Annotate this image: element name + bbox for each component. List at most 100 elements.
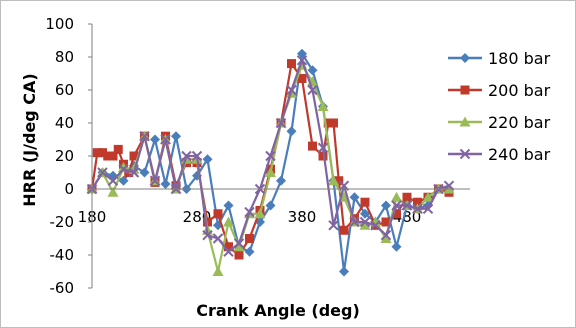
data-point <box>360 208 370 219</box>
data-point <box>296 55 308 66</box>
data-point <box>202 154 213 165</box>
y-tick-label: 20 <box>55 147 74 165</box>
data-point <box>422 203 434 215</box>
data-point <box>233 238 245 249</box>
data-point <box>317 101 329 111</box>
data-point <box>160 179 171 190</box>
y-axis-title: HRR (J/deg CA) <box>20 73 39 206</box>
legend-item: 240 bar <box>448 145 551 164</box>
data-point <box>139 167 150 178</box>
x-tick-label: 380 <box>288 208 317 226</box>
data-point <box>107 186 119 197</box>
data-point <box>124 168 134 177</box>
legend-item: 220 bar <box>448 113 551 132</box>
data-point <box>265 150 276 162</box>
data-point <box>139 130 150 142</box>
series-line <box>91 52 449 273</box>
data-point <box>359 219 371 230</box>
data-point <box>359 216 371 228</box>
data-point <box>224 242 233 252</box>
data-point <box>181 150 192 162</box>
data-point <box>334 176 344 186</box>
data-point <box>286 126 297 137</box>
data-point <box>381 200 391 211</box>
data-point <box>265 167 276 177</box>
data-point <box>223 216 234 227</box>
data-point <box>118 175 129 186</box>
data-point <box>160 134 171 145</box>
legend-label: 220 bar <box>488 113 551 132</box>
y-tick-label: 60 <box>55 81 74 99</box>
data-point <box>380 233 392 243</box>
data-point <box>128 167 140 178</box>
data-point <box>129 151 139 161</box>
data-point <box>212 233 224 244</box>
x-axis-title: Crank Angle (deg) <box>196 301 360 320</box>
data-point <box>254 208 266 219</box>
y-tick-label: 40 <box>55 114 74 132</box>
legend-item: 180 bar <box>448 49 551 68</box>
data-point <box>413 197 422 207</box>
data-point <box>328 175 339 186</box>
data-point <box>323 118 333 128</box>
data-point <box>233 241 245 252</box>
data-point <box>297 48 307 59</box>
data-point <box>381 217 391 227</box>
y-tick-labels: -60 -40 -20 0 20 40 60 80 100 <box>45 15 92 297</box>
data-point <box>223 200 234 211</box>
y-tick-label: -20 <box>50 213 75 231</box>
data-point <box>275 117 287 129</box>
data-point <box>307 84 318 96</box>
data-point <box>287 59 296 69</box>
data-point <box>202 229 213 241</box>
data-point <box>108 151 118 161</box>
legend-item: 200 bar <box>448 81 551 100</box>
data-point <box>370 220 381 231</box>
data-point <box>402 192 412 202</box>
data-point <box>318 151 328 161</box>
data-point <box>191 150 203 162</box>
data-point <box>459 116 471 127</box>
data-point <box>276 175 286 186</box>
data-point <box>244 206 255 218</box>
y-tick-label: -40 <box>50 246 75 264</box>
data-point <box>422 191 434 202</box>
data-point <box>297 73 307 83</box>
data-point <box>308 141 317 151</box>
legend-label: 180 bar <box>488 49 551 68</box>
data-point <box>245 234 254 243</box>
data-point <box>213 209 223 219</box>
series-180-bar <box>87 48 454 277</box>
data-point <box>391 191 402 202</box>
data-point <box>460 53 470 63</box>
data-point <box>212 266 224 276</box>
series-240-bar <box>86 55 455 257</box>
data-point <box>380 229 392 241</box>
data-point <box>98 148 107 158</box>
data-point <box>118 163 129 175</box>
data-point <box>234 250 244 260</box>
data-point <box>149 175 161 186</box>
data-point <box>391 200 402 211</box>
data-point <box>223 246 234 257</box>
data-point <box>349 216 360 228</box>
data-point <box>265 200 276 211</box>
data-point <box>107 175 119 186</box>
legend: 180 bar 200 bar 220 bar 240 bar <box>448 49 551 164</box>
data-point <box>401 200 413 211</box>
y-tick-label: 100 <box>45 15 74 33</box>
data-point <box>349 192 360 203</box>
data-point <box>391 241 402 252</box>
data-point <box>244 246 255 257</box>
data-point <box>392 209 401 219</box>
series-220-bar <box>86 59 455 276</box>
series-layer <box>86 48 455 277</box>
y-tick-label: 0 <box>64 180 74 198</box>
data-point <box>459 148 471 160</box>
data-point <box>460 85 470 95</box>
data-point <box>97 167 108 178</box>
data-point <box>286 84 297 96</box>
data-point <box>328 220 339 231</box>
data-point <box>329 118 338 128</box>
data-point <box>103 151 113 161</box>
